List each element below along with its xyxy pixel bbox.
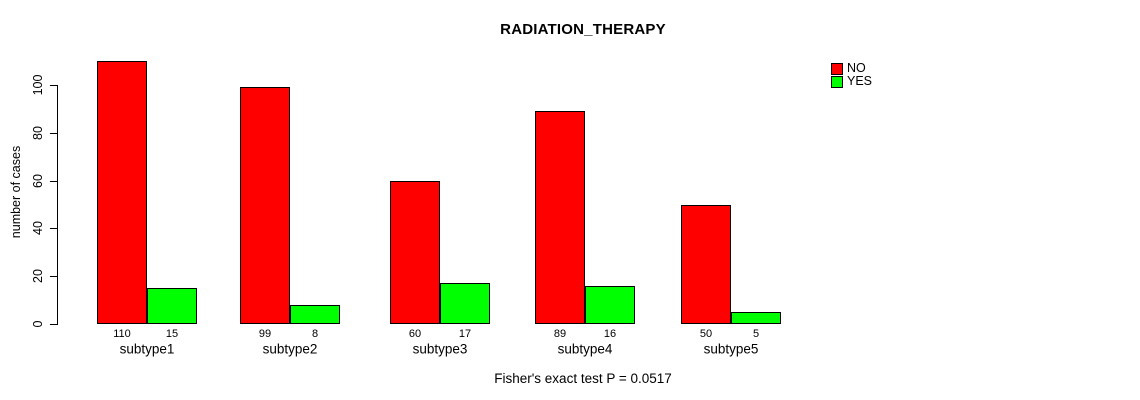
y-tick-label: 80 <box>31 125 45 140</box>
y-tick-label: 0 <box>31 320 45 328</box>
y-axis-title: number of cases <box>9 145 23 239</box>
bar-subtype2-no <box>240 87 290 324</box>
bar-subtype5-no <box>681 204 731 324</box>
category-label-subtype5: subtype5 <box>703 341 759 356</box>
bar-subtype1-no <box>97 61 147 324</box>
y-axis-line <box>57 85 58 325</box>
category-label-subtype4: subtype4 <box>557 341 613 356</box>
category-label-subtype3: subtype3 <box>412 341 468 356</box>
bar-value-label: 60 <box>408 327 422 340</box>
y-tick-label: 100 <box>31 74 45 96</box>
legend-swatch-no <box>831 62 843 75</box>
bar-subtype1-yes <box>147 288 197 324</box>
legend-label: YES <box>847 74 873 88</box>
bar-subtype2-yes <box>290 304 340 324</box>
bar-subtype4-no <box>535 111 585 324</box>
category-label-subtype1: subtype1 <box>119 341 175 356</box>
bar-value-label: 5 <box>752 327 760 340</box>
y-tick-label: 60 <box>31 173 45 188</box>
legend-swatch-yes <box>831 75 843 88</box>
bar-value-label: 17 <box>458 327 472 340</box>
bar-value-label: 110 <box>113 327 131 340</box>
legend-item-no: NO <box>831 61 872 75</box>
y-tick-mark <box>50 276 57 278</box>
y-tick-mark <box>50 324 57 325</box>
y-tick-mark <box>50 85 57 86</box>
bar-value-label: 89 <box>553 327 567 340</box>
bar-subtype5-yes <box>731 312 781 324</box>
chart-title: RADIATION_THERAPY <box>500 21 666 38</box>
bar-subtype3-no <box>390 180 440 324</box>
bar-value-label: 16 <box>603 327 617 340</box>
bar-value-label: 99 <box>258 327 272 340</box>
y-tick-mark <box>50 180 57 182</box>
y-tick-mark <box>50 132 57 134</box>
stat-test-footnote: Fisher's exact test P = 0.0517 <box>494 371 672 386</box>
y-tick-mark <box>50 228 57 230</box>
bar-value-label: 8 <box>311 327 319 340</box>
bar-value-label: 50 <box>699 327 713 340</box>
y-tick-label: 40 <box>31 221 45 236</box>
bar-value-label: 15 <box>165 327 179 340</box>
category-label-subtype2: subtype2 <box>262 341 318 356</box>
legend: NO YES <box>831 61 873 88</box>
bar-subtype3-yes <box>440 283 490 324</box>
y-tick-label: 20 <box>31 269 45 284</box>
legend-label: NO <box>847 61 866 75</box>
legend-item-yes: YES <box>831 74 873 88</box>
bar-subtype4-yes <box>585 285 635 324</box>
